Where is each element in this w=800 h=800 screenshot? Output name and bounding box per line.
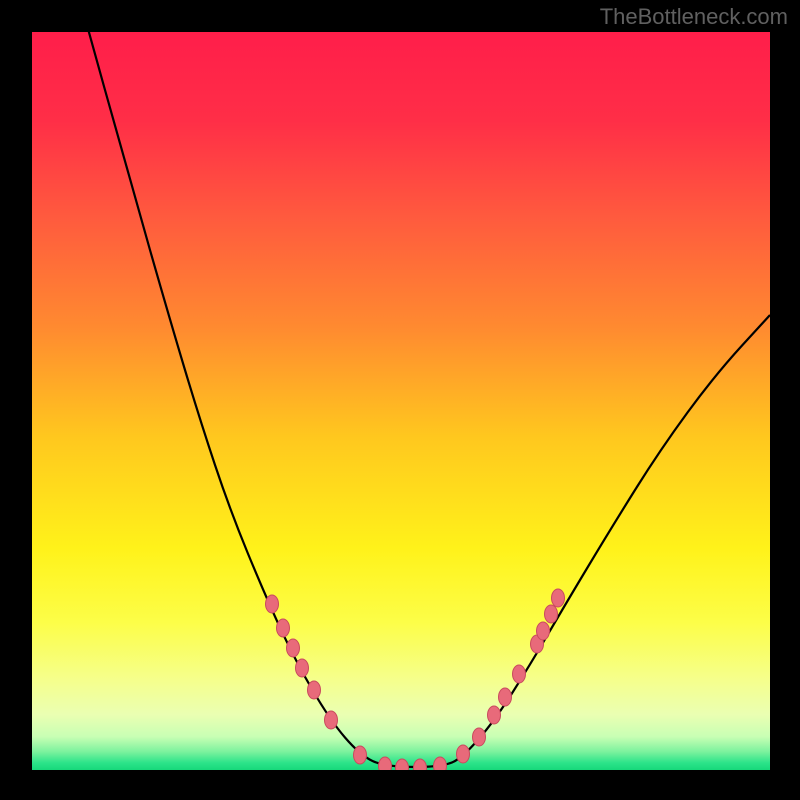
bottleneck-chart <box>0 0 800 800</box>
chart-frame: TheBottleneck.com <box>0 0 800 800</box>
data-marker <box>473 728 486 746</box>
data-marker <box>552 589 565 607</box>
data-marker <box>287 639 300 657</box>
data-marker <box>396 759 409 777</box>
data-marker <box>277 619 290 637</box>
data-marker <box>354 746 367 764</box>
data-marker <box>513 665 526 683</box>
data-marker <box>434 757 447 775</box>
data-marker <box>296 659 309 677</box>
watermark-text: TheBottleneck.com <box>600 4 788 30</box>
data-marker <box>537 622 550 640</box>
data-marker <box>308 681 321 699</box>
data-marker <box>499 688 512 706</box>
data-marker <box>545 605 558 623</box>
data-marker <box>379 757 392 775</box>
data-marker <box>488 706 501 724</box>
data-marker <box>325 711 338 729</box>
data-marker <box>266 595 279 613</box>
data-marker <box>457 745 470 763</box>
data-marker <box>414 759 427 777</box>
plot-background <box>32 32 770 770</box>
